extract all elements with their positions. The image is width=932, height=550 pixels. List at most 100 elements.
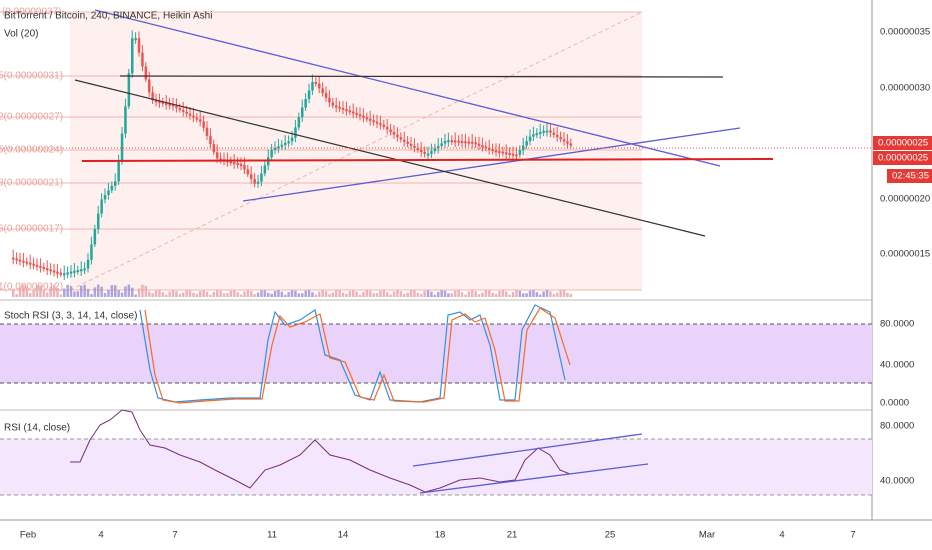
candle-body bbox=[137, 38, 141, 53]
candle-body bbox=[338, 106, 341, 109]
volume-bar bbox=[236, 292, 239, 297]
countdown-text: 02:45:35 bbox=[892, 171, 929, 182]
candle-body bbox=[243, 164, 246, 170]
candle-body bbox=[362, 115, 365, 118]
candle-body bbox=[379, 123, 382, 126]
candle-body bbox=[107, 190, 110, 195]
candle-body bbox=[39, 265, 42, 268]
candle-body bbox=[511, 153, 515, 156]
candle-body bbox=[52, 270, 56, 273]
candle-body bbox=[488, 147, 491, 150]
candle-body bbox=[375, 121, 379, 124]
volume-bar bbox=[199, 291, 202, 297]
candle-body bbox=[552, 132, 556, 135]
volume-bar bbox=[284, 294, 287, 297]
candle-body bbox=[433, 148, 437, 152]
volume-bar bbox=[491, 292, 494, 297]
volume-bar bbox=[505, 291, 508, 297]
fib-diagonal bbox=[69, 11, 643, 291]
volume-bar bbox=[559, 290, 562, 297]
volume-bar bbox=[66, 284, 69, 297]
candle-body bbox=[161, 102, 165, 105]
volume-bar bbox=[355, 291, 358, 297]
candle-body bbox=[477, 143, 481, 146]
volume-bar bbox=[488, 290, 491, 297]
volume-bar bbox=[324, 291, 328, 297]
stoch-band bbox=[0, 324, 872, 383]
time-label: 18 bbox=[435, 530, 446, 541]
volume-bar bbox=[443, 290, 447, 297]
candle-body bbox=[515, 154, 518, 157]
candle-body bbox=[471, 141, 474, 144]
volume-label: Vol (20) bbox=[4, 29, 38, 40]
volume-bar bbox=[528, 290, 532, 297]
time-label: Feb bbox=[20, 530, 36, 541]
volume-bar bbox=[307, 290, 311, 297]
volume-bar bbox=[73, 291, 76, 297]
volume-bar bbox=[239, 294, 243, 297]
volume-bar bbox=[114, 285, 117, 297]
trendline bbox=[242, 127, 741, 202]
candle-body bbox=[348, 110, 352, 113]
fib-label: 2(0.00000027) bbox=[0, 112, 63, 123]
volume-bar bbox=[46, 292, 49, 297]
candle-body bbox=[498, 150, 501, 153]
volume-bar bbox=[195, 293, 199, 297]
volume-bar bbox=[542, 291, 545, 297]
volume-bar bbox=[549, 291, 552, 297]
volume-bar bbox=[369, 290, 372, 297]
volume-bar bbox=[103, 292, 107, 297]
volume-bar bbox=[318, 291, 321, 297]
volume-bar bbox=[328, 294, 331, 297]
countdown-tag bbox=[887, 169, 932, 183]
volume-bar bbox=[430, 291, 433, 297]
candle-body bbox=[120, 133, 124, 161]
candle-body bbox=[280, 144, 284, 147]
candle-body bbox=[365, 117, 369, 120]
candle-body bbox=[355, 112, 358, 115]
candle-body bbox=[443, 140, 447, 144]
volume-bar bbox=[110, 285, 114, 297]
volume-bar bbox=[15, 294, 18, 297]
volume-bar bbox=[525, 293, 528, 297]
time-label: 4 bbox=[98, 530, 103, 541]
volume-bar bbox=[372, 293, 375, 297]
candle-body bbox=[273, 148, 277, 151]
candle-body bbox=[403, 139, 406, 142]
candle-body bbox=[80, 269, 83, 272]
volume-bar bbox=[42, 290, 46, 297]
candle-body bbox=[18, 259, 22, 262]
fib-label: 5(0.00000031) bbox=[0, 71, 63, 82]
candle-body bbox=[457, 140, 460, 143]
volume-bar bbox=[56, 287, 59, 297]
volume-bar bbox=[263, 290, 267, 297]
volume-bar bbox=[566, 292, 569, 297]
candle-body bbox=[284, 143, 287, 145]
volume-bar bbox=[260, 290, 263, 297]
candle-body bbox=[501, 151, 505, 154]
volume-bar bbox=[515, 290, 518, 297]
candle-body bbox=[76, 270, 80, 273]
candle-body bbox=[358, 114, 362, 117]
candle-body bbox=[386, 126, 389, 130]
candle-body bbox=[182, 109, 185, 112]
candle-body bbox=[569, 143, 573, 146]
candle-body bbox=[416, 147, 420, 150]
candle-body bbox=[454, 140, 457, 143]
volume-bar bbox=[144, 285, 148, 297]
support-line bbox=[81, 158, 774, 162]
candle-body bbox=[539, 132, 542, 134]
volume-bar bbox=[484, 290, 488, 297]
volume-bar bbox=[352, 290, 355, 297]
candle-body bbox=[474, 142, 477, 145]
candle-body bbox=[171, 104, 175, 107]
volume-bar bbox=[277, 290, 280, 297]
volume-bar bbox=[454, 290, 457, 297]
time-label: 7 bbox=[850, 530, 855, 541]
fib-label: 1(0.00000012) bbox=[0, 282, 63, 293]
volume-bar bbox=[348, 291, 352, 297]
volume-bar bbox=[471, 290, 474, 297]
volume-bar bbox=[311, 292, 314, 297]
candle-body bbox=[141, 52, 144, 67]
